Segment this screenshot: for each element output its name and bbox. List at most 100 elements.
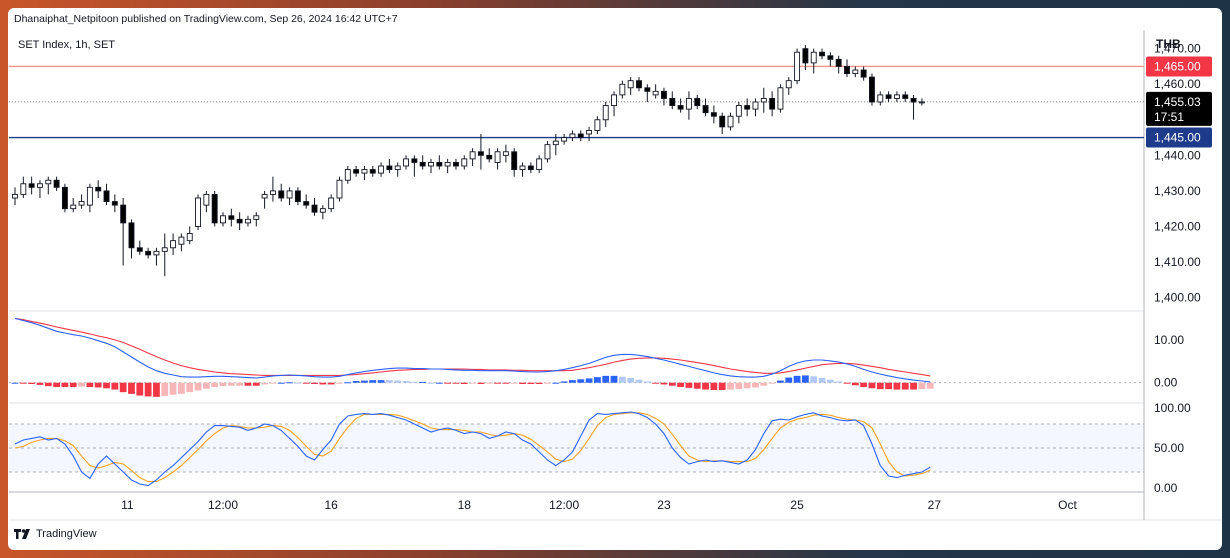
macd-histogram-bar (693, 382, 701, 389)
candle-down (419, 161, 426, 167)
stoch-tick-label: 0.00 (1154, 481, 1178, 495)
macd-histogram-bar (527, 382, 535, 384)
macd-histogram-bar (510, 382, 518, 384)
candle-up (220, 215, 226, 224)
candle-down (860, 69, 867, 78)
candle-down (386, 165, 393, 171)
price-tick-label: 1,400.00 (1154, 291, 1201, 305)
candle-down (353, 169, 360, 174)
candle-up (685, 97, 692, 110)
chart-card: Dhanaiphat_Netpitoon published on Tradin… (8, 8, 1222, 550)
time-tick-label: 23 (657, 498, 671, 512)
candle-up (627, 80, 634, 89)
candle-up (328, 197, 335, 210)
candle-down (61, 186, 68, 210)
candle-up (403, 158, 409, 167)
candle-down (902, 94, 909, 99)
macd-histogram-bar (519, 382, 526, 384)
candle-up (78, 201, 85, 206)
macd-histogram-bar (926, 382, 934, 389)
macd-histogram-bar (885, 382, 892, 390)
candle-down (369, 169, 376, 174)
macd-histogram-bar (702, 382, 709, 390)
macd-histogram-bar (53, 382, 60, 387)
macd-histogram-bar (219, 382, 227, 387)
tradingview-brand[interactable]: TradingView (14, 528, 97, 540)
candle-up (536, 158, 543, 171)
macd-histogram-bar (261, 382, 268, 385)
macd-histogram-bar (652, 382, 660, 384)
macd-histogram-bar (835, 381, 843, 383)
time-tick-label: 18 (458, 498, 472, 512)
candle-down (278, 190, 285, 199)
candle-up (777, 87, 784, 110)
candle-up (286, 190, 293, 199)
macd-histogram-bar (136, 382, 144, 396)
macd-histogram-bar (244, 382, 252, 386)
candle-up (519, 165, 526, 171)
time-tick-label: 12:00 (208, 498, 238, 512)
candle-up (253, 215, 260, 220)
candle-down (677, 105, 684, 110)
tradingview-brand-text: TradingView (36, 528, 97, 540)
macd-histogram-bar (286, 382, 293, 384)
price-tick-label: 1,460.00 (1154, 77, 1201, 91)
macd-histogram-bar (311, 382, 318, 384)
macd-histogram-bar (777, 380, 784, 383)
candle-down (453, 161, 459, 167)
candle-up (70, 204, 77, 210)
candle-up (153, 250, 160, 256)
candle-up (586, 129, 593, 135)
candle-up (602, 105, 609, 121)
candle-up (794, 51, 801, 82)
macd-histogram-bar (361, 380, 368, 383)
chart-canvas[interactable]: 1,470.001,460.001,450.001,440.001,430.00… (8, 8, 1222, 550)
candle-down (111, 201, 118, 206)
price-tick-label: 1,420.00 (1154, 219, 1201, 233)
macd-histogram-bar (227, 382, 235, 386)
macd-histogram-bar (128, 382, 135, 394)
stoch-tick-label: 100.00 (1154, 401, 1191, 415)
candle-down (819, 51, 825, 57)
candle-up (461, 158, 468, 167)
macd-histogram-bar (94, 382, 102, 388)
candle-up (561, 137, 568, 142)
macd-histogram-bar (444, 382, 452, 384)
macd-histogram-bar (19, 382, 27, 384)
macd-histogram-bar (618, 376, 626, 383)
candle-up (877, 94, 884, 103)
candle-down (103, 190, 110, 203)
candle-up (12, 193, 18, 199)
macd-histogram-bar (277, 382, 285, 384)
candle-down (694, 97, 701, 107)
candle-down (145, 250, 152, 256)
macd-histogram-bar (452, 382, 460, 384)
macd-histogram-bar (202, 382, 210, 389)
candle-down (661, 90, 667, 99)
candle-up (203, 193, 210, 206)
candle-up (619, 83, 626, 96)
candle-down (28, 183, 35, 188)
candle-up (810, 51, 817, 64)
candle-down (702, 105, 709, 114)
macd-signal-line (14, 317, 931, 377)
macd-histogram-bar (893, 382, 901, 390)
macd-histogram-bar (178, 382, 185, 394)
currency-label: THB (1156, 37, 1181, 51)
last-price-label-text: 17:51 (1154, 110, 1184, 124)
macd-histogram-bar (868, 382, 876, 389)
macd-histogram-bar (594, 377, 601, 383)
candle-down (128, 222, 135, 249)
candle-up (611, 94, 617, 107)
time-tick-label: Oct (1058, 498, 1077, 512)
candle-down (744, 105, 751, 110)
grid-layer (9, 30, 1222, 521)
macd-histogram-bar (735, 382, 743, 390)
candle-down (769, 97, 776, 110)
macd-histogram-bar (78, 382, 85, 387)
candle-up (785, 80, 792, 89)
candle-down (885, 94, 892, 99)
candle-up (261, 193, 268, 199)
candle-up (394, 165, 401, 171)
